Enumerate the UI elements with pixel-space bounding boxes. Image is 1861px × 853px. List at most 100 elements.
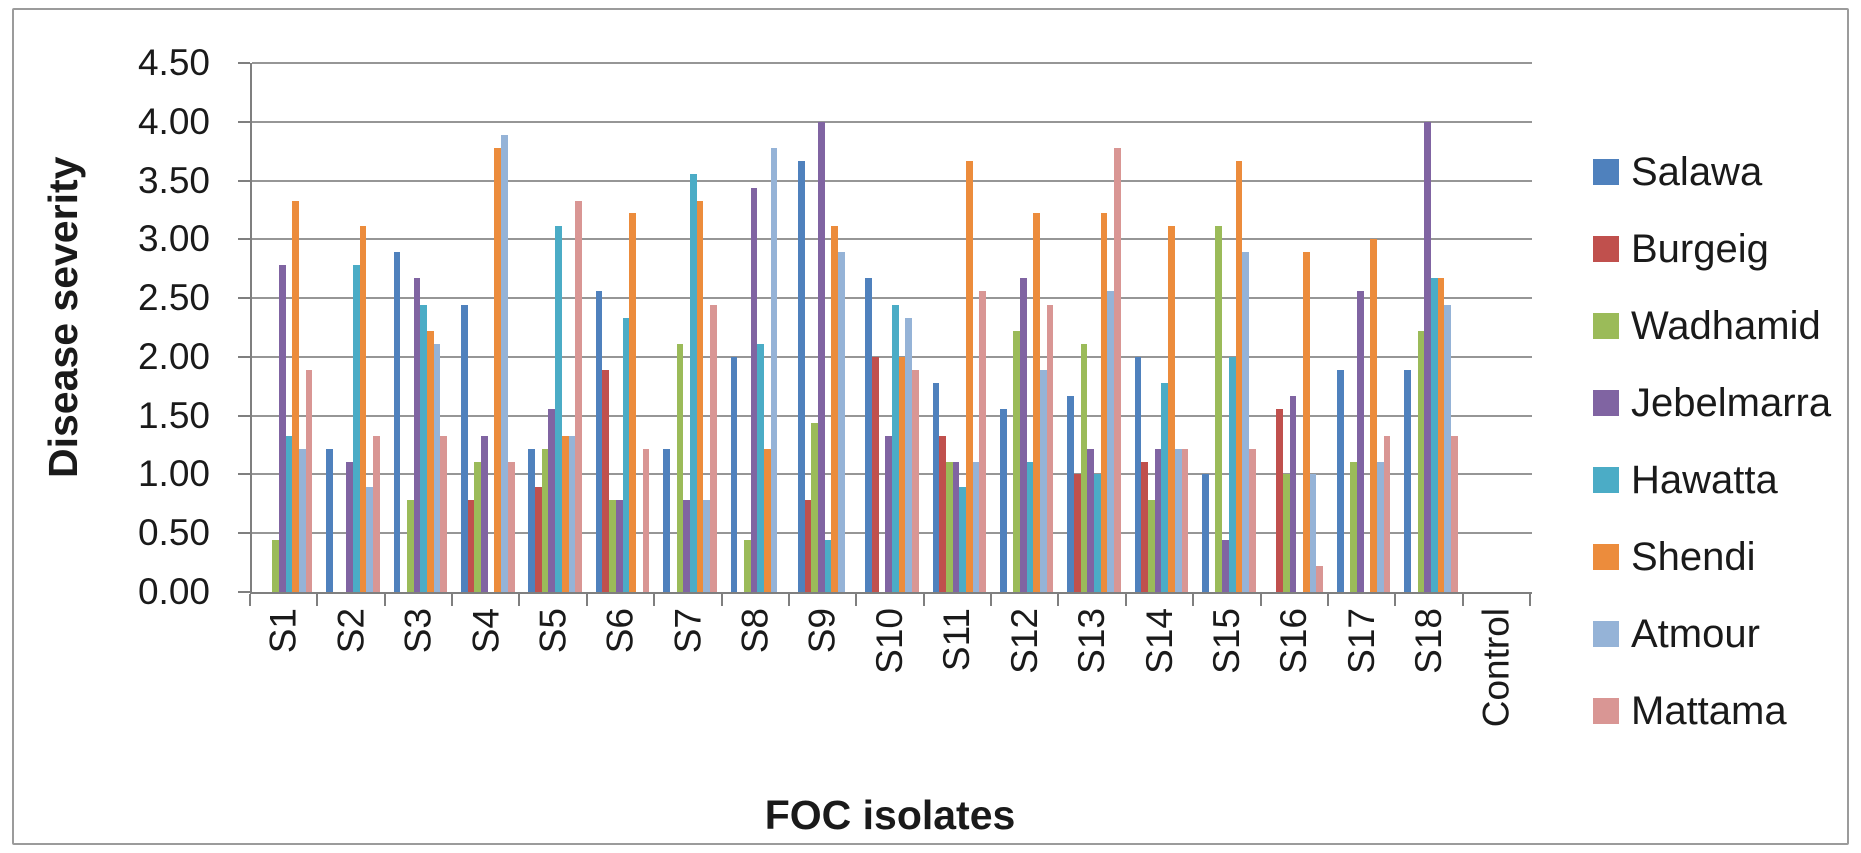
- bar-shendi-s9: [831, 226, 838, 592]
- y-tick-label-3.50: 3.50: [137, 159, 210, 201]
- bar-wadhamid-s1: [272, 540, 279, 592]
- bar-wadhamid-s18: [1417, 331, 1425, 592]
- bar-salawa-s2: [326, 448, 333, 592]
- bar-hawatta-s9: [824, 540, 832, 592]
- bar-atmour-s8: [770, 147, 778, 592]
- x-tick-label-text: S1: [262, 608, 304, 654]
- bar-wadhamid-s13: [1080, 343, 1088, 592]
- bar-atmour-s12: [1040, 369, 1047, 592]
- bar-mattama-s6: [642, 448, 650, 592]
- bar-salawa-s13: [1067, 395, 1075, 592]
- legend-swatch-hawatta: [1593, 467, 1619, 493]
- y-tick-mark: [238, 414, 250, 417]
- x-tick-mark: [316, 594, 319, 606]
- bar-hawatta-s2: [353, 265, 360, 592]
- bar-atmour-s16: [1309, 474, 1317, 592]
- y-tick-mark: [238, 238, 250, 241]
- y-tick-mark: [238, 120, 250, 123]
- bar-mattama-s11: [979, 291, 987, 592]
- y-tick-label-0.50: 0.50: [137, 512, 210, 554]
- bar-group-S2: [319, 63, 386, 592]
- bar-group-S15: [1195, 63, 1262, 592]
- bar-jebelmarra-s13: [1087, 448, 1095, 592]
- bar-wadhamid-s17: [1350, 461, 1357, 592]
- bar-salawa-s11: [932, 382, 940, 592]
- bar-group-S7: [656, 63, 723, 592]
- bar-wadhamid-s8: [743, 540, 751, 592]
- bar-salawa-s8: [730, 356, 738, 592]
- bar-hawatta-s7: [689, 173, 697, 592]
- bar-salawa-s15: [1202, 474, 1209, 592]
- x-tick-mark: [653, 594, 656, 606]
- legend-label-mattama: Mattama: [1631, 689, 1787, 733]
- bar-jebelmarra-s5: [548, 408, 556, 592]
- bar-burgeig-s6: [602, 369, 610, 592]
- x-tick-label-text: S2: [330, 608, 372, 654]
- bar-group-S9: [791, 63, 858, 592]
- x-tick-mark: [1124, 594, 1127, 606]
- y-tick-label-4.00: 4.00: [137, 100, 210, 142]
- bar-shendi-s16: [1302, 252, 1310, 592]
- bar-group-S14: [1128, 63, 1195, 592]
- bar-shendi-s6: [629, 213, 636, 592]
- y-tick-label-4.50: 4.50: [137, 42, 210, 83]
- bar-group-S16: [1263, 63, 1330, 592]
- y-tick-label-1.50: 1.50: [137, 394, 210, 436]
- x-tick-label-text: S4: [464, 608, 506, 654]
- legend-label-hawatta: Hawatta: [1631, 458, 1778, 502]
- legend-item-salawa: Salawa: [1593, 148, 1831, 196]
- bar-group-S4: [454, 63, 521, 592]
- legend-swatch-jebelmarra: [1593, 390, 1619, 416]
- bar-wadhamid-s7: [676, 343, 684, 592]
- bar-mattama-s16: [1316, 566, 1323, 592]
- x-tick-label-text: S7: [666, 608, 708, 654]
- y-tick-mark: [238, 532, 250, 535]
- bar-mattama-s10: [912, 369, 919, 592]
- x-tick-mark: [1461, 594, 1464, 606]
- x-tick-mark: [1394, 594, 1397, 606]
- bar-shendi-s7: [696, 200, 704, 592]
- bar-shendi-s13: [1100, 213, 1108, 592]
- gridline-4.00: [252, 120, 1532, 123]
- bar-salawa-s10: [865, 278, 872, 592]
- bar-hawatta-s8: [757, 343, 764, 592]
- x-tick-label-text: S15: [1205, 608, 1247, 674]
- legend-label-shendi: Shendi: [1631, 535, 1756, 579]
- y-tick-mark: [238, 297, 250, 300]
- bar-mattama-s18: [1450, 435, 1458, 592]
- bar-hawatta-s13: [1094, 474, 1101, 592]
- bar-atmour-s14: [1174, 448, 1182, 592]
- bar-mattama-s17: [1383, 435, 1391, 592]
- legend-item-mattama: Mattama: [1593, 687, 1831, 735]
- legend-item-wadhamid: Wadhamid: [1593, 302, 1831, 350]
- gridline-3.00: [252, 238, 1532, 241]
- bar-burgeig-s9: [804, 500, 812, 592]
- legend-label-jebelmarra: Jebelmarra: [1631, 381, 1832, 425]
- x-tick-label-text: S9: [801, 608, 843, 654]
- legend-item-shendi: Shendi: [1593, 533, 1831, 581]
- y-tick-mark: [238, 179, 250, 182]
- bar-shendi-s15: [1235, 160, 1243, 592]
- bar-group-S5: [521, 63, 588, 592]
- bar-mattama-s15: [1248, 448, 1256, 592]
- gridline-2.50: [252, 297, 1532, 300]
- x-tick-mark: [1057, 594, 1060, 606]
- bar-burgeig-s5: [535, 487, 542, 592]
- bar-burgeig-s16: [1276, 408, 1283, 592]
- x-tick-label-text: S18: [1407, 608, 1449, 674]
- bar-atmour-s2: [366, 487, 374, 592]
- x-tick-label-text: S5: [532, 608, 574, 654]
- x-tick-label-text: Control: [1475, 608, 1517, 728]
- bar-atmour-s4: [501, 134, 508, 592]
- x-tick-label-text: S17: [1340, 608, 1382, 674]
- x-tick-mark: [720, 594, 723, 606]
- gridline-4.50: [252, 62, 1532, 64]
- bar-mattama-s7: [709, 305, 717, 592]
- bar-burgeig-s13: [1074, 474, 1081, 592]
- bar-wadhamid-s11: [945, 461, 953, 592]
- bar-wadhamid-s14: [1148, 500, 1155, 592]
- bar-salawa-s9: [797, 160, 805, 592]
- bar-salawa-s14: [1134, 356, 1142, 592]
- bar-wadhamid-s15: [1215, 226, 1223, 592]
- x-tick-mark: [249, 594, 251, 606]
